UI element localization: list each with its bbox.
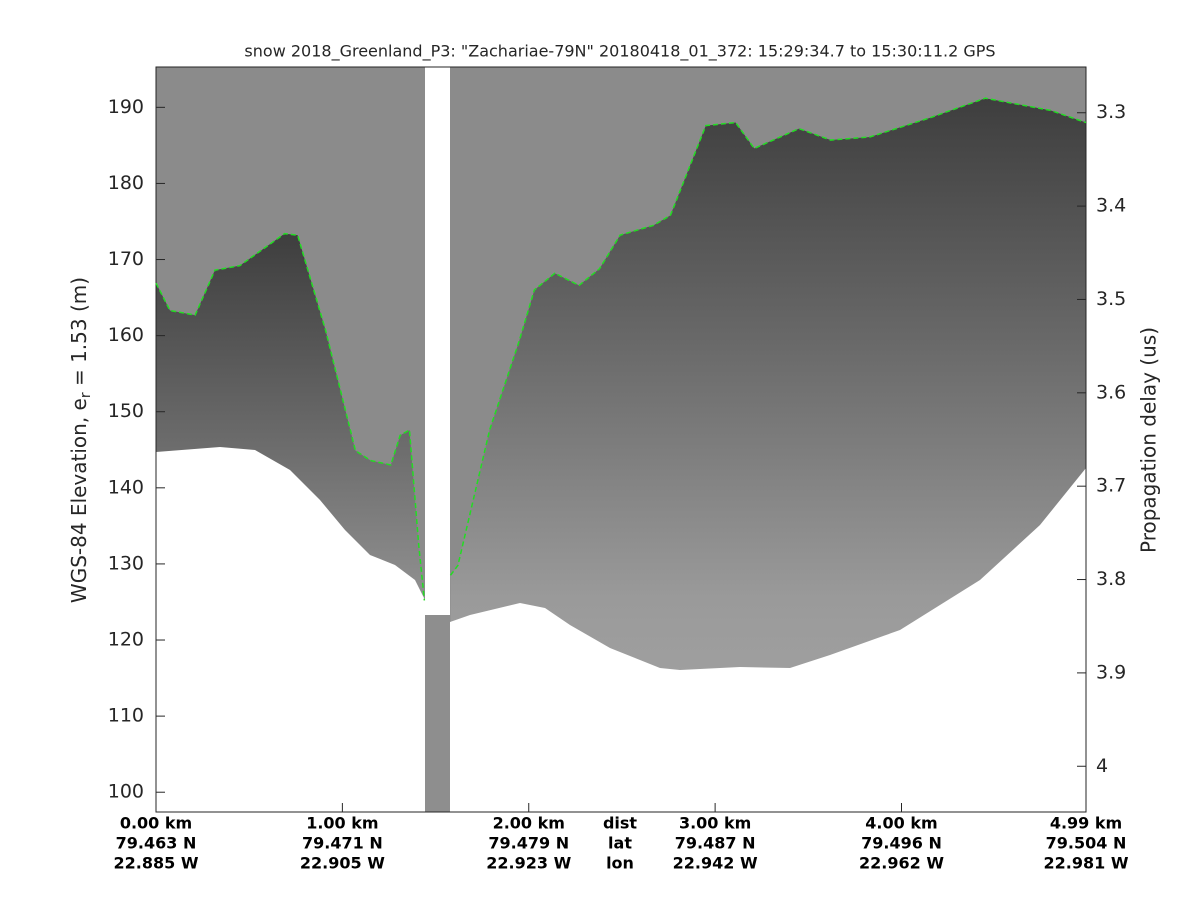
y-tick-label: 160 [108,324,144,346]
plot-frame [155,66,1087,813]
x-tick-lat: 79.471 N [302,834,383,853]
y2-axis-label: Propagation delay (us) [1137,327,1161,553]
x-tick-lat: 79.487 N [675,834,756,853]
x-tick-label: 1.00 km [306,814,378,833]
y-tick-label: 170 [108,248,144,270]
gap-echo [425,615,450,812]
y-axis-label: WGS-84 Elevation, er = 1.53 (m) [67,277,95,603]
x-row-label: lon [606,854,634,873]
x-tick-lat: 79.479 N [488,834,569,853]
y-label-part: WGS-84 Elevation, e [67,398,91,603]
y2-tick-label: 3.5 [1096,288,1126,310]
surface-line [155,232,426,601]
y2-tick-label: 3.9 [1096,661,1126,683]
x-tick-lon: 22.942 W [673,854,758,873]
x-tick-lat: 79.504 N [1046,834,1127,853]
y2-tick-label: 3.7 [1096,475,1126,497]
surface-line [449,97,1087,576]
x-tick-label: 2.00 km [493,814,565,833]
x-tick-lon: 22.885 W [114,854,199,873]
y-label-part: = 1.53 (m) [67,277,91,392]
y-tick-label: 180 [108,172,144,194]
y-label-sub: r [78,392,94,398]
x-tick-lat: 79.463 N [116,834,197,853]
y-tick-label: 100 [108,781,144,803]
y2-tick-label: 3.6 [1096,381,1126,403]
y-tick-label: 110 [108,705,144,727]
x-tick-label: 4.99 km [1050,814,1122,833]
no-data-region [156,447,1086,812]
x-tick-label: 3.00 km [679,814,751,833]
x-tick-lon: 22.905 W [300,854,385,873]
y-tick-label: 120 [108,629,144,651]
x-tick-label: 0.00 km [120,814,192,833]
y-tick-label: 130 [108,552,144,574]
x-tick-lon: 22.962 W [859,854,944,873]
y-tick-label: 140 [108,476,144,498]
x-tick-lat: 79.496 N [861,834,942,853]
x-tick-lon: 22.923 W [486,854,571,873]
y2-tick-label: 3.3 [1096,101,1126,123]
chart-title: snow 2018_Greenland_P3: "Zachariae-79N" … [244,42,995,62]
y-tick-label: 190 [108,96,144,118]
y2-tick-label: 3.4 [1096,195,1126,217]
y2-tick-label: 3.8 [1096,568,1126,590]
x-row-label: dist [603,814,637,833]
x-tick-label: 4.00 km [865,814,937,833]
x-row-label: lat [608,834,632,853]
x-tick-lon: 22.981 W [1044,854,1129,873]
y2-tick-label: 4 [1096,755,1108,777]
y-tick-label: 150 [108,400,144,422]
